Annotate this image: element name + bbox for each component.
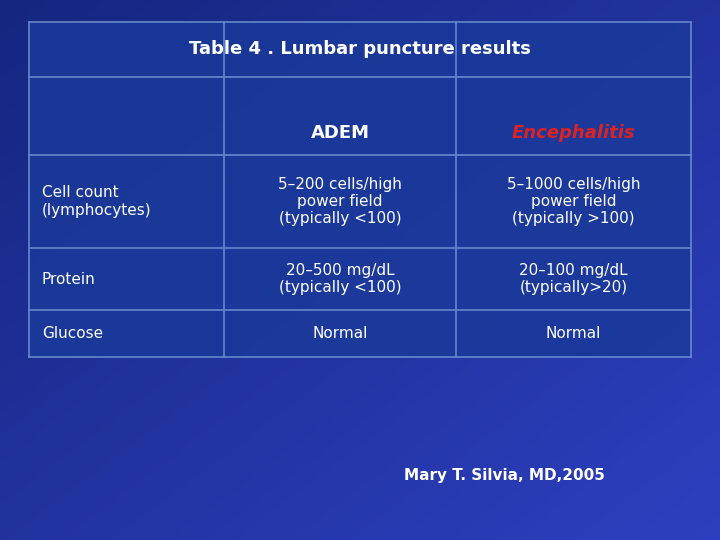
Text: 20–100 mg/dL
(typically>20): 20–100 mg/dL (typically>20)	[519, 263, 628, 295]
Text: 5–1000 cells/high
power field
(typically >100): 5–1000 cells/high power field (typically…	[507, 177, 640, 226]
Text: Normal: Normal	[546, 326, 601, 341]
Text: Table 4 . Lumbar puncture results: Table 4 . Lumbar puncture results	[189, 40, 531, 58]
Text: Glucose: Glucose	[42, 326, 103, 341]
Text: ADEM: ADEM	[310, 124, 369, 143]
Text: Protein: Protein	[42, 272, 96, 287]
Text: Cell count
(lymphocytes): Cell count (lymphocytes)	[42, 185, 151, 218]
Text: Normal: Normal	[312, 326, 368, 341]
Text: 5–200 cells/high
power field
(typically <100): 5–200 cells/high power field (typically …	[278, 177, 402, 226]
Text: Mary T. Silvia, MD,2005: Mary T. Silvia, MD,2005	[404, 468, 604, 483]
Text: 20–500 mg/dL
(typically <100): 20–500 mg/dL (typically <100)	[279, 263, 402, 295]
Text: Encephalitis: Encephalitis	[512, 124, 636, 143]
Bar	[29, 22, 691, 356]
